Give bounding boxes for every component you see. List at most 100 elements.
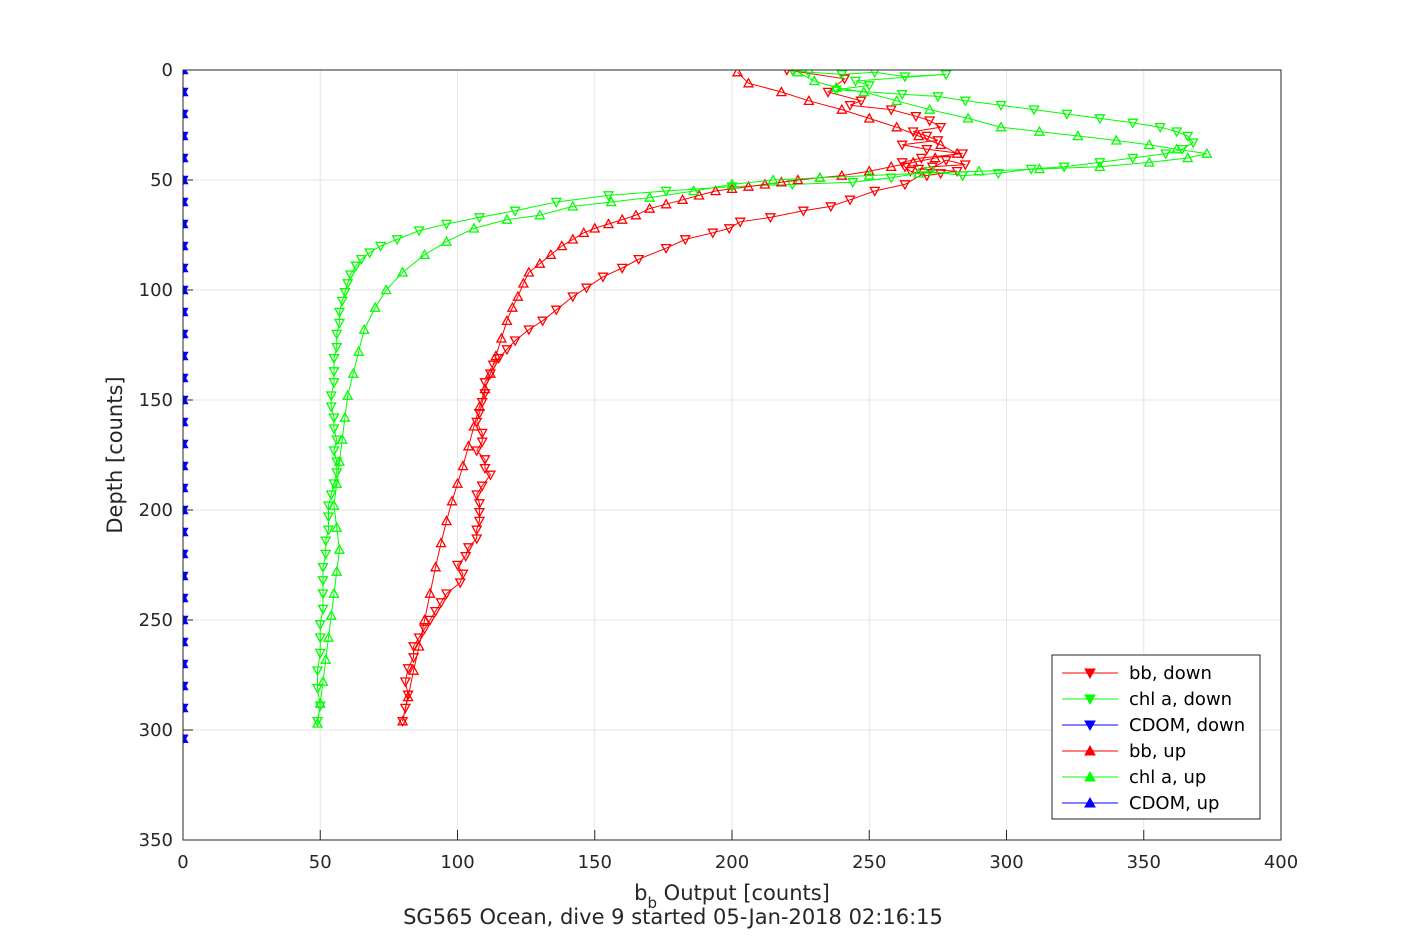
data-point — [1094, 158, 1106, 169]
data-point — [350, 261, 362, 272]
data-point — [183, 306, 189, 317]
data-point — [804, 70, 814, 79]
data-point — [891, 121, 903, 132]
data-point — [836, 70, 848, 81]
data-point — [317, 604, 329, 615]
data-point — [1182, 152, 1194, 163]
data-point — [792, 174, 804, 185]
data-point — [509, 206, 521, 217]
x-tick-label: 350 — [1127, 852, 1161, 873]
legend-marker — [1084, 694, 1096, 706]
data-point — [462, 543, 475, 554]
data-point — [451, 477, 464, 488]
data-point — [1110, 134, 1122, 145]
data-point — [495, 332, 508, 343]
data-point — [896, 140, 908, 151]
data-point — [399, 703, 411, 714]
data-point — [907, 156, 919, 167]
data-point — [183, 658, 189, 669]
data-point — [457, 569, 469, 580]
data-point — [616, 263, 628, 274]
data-point — [473, 400, 486, 411]
data-point — [924, 166, 936, 178]
series-cdom-up — [183, 70, 189, 744]
data-point — [731, 70, 744, 77]
data-point — [446, 495, 458, 506]
y-tick-label: 350 — [139, 830, 173, 851]
data-point — [396, 266, 409, 277]
data-point — [311, 717, 324, 728]
data-point — [317, 576, 329, 587]
data-point — [995, 100, 1007, 112]
data-point — [320, 536, 332, 547]
data-point — [1033, 125, 1046, 136]
data-point — [959, 96, 971, 107]
data-point — [183, 680, 189, 691]
data-point — [413, 640, 425, 651]
series-chl-a-up — [311, 70, 1213, 728]
data-point — [1187, 138, 1199, 149]
data-point — [183, 196, 189, 207]
data-point — [910, 111, 922, 123]
data-point — [320, 653, 332, 664]
data-point — [523, 266, 535, 277]
data-point — [959, 160, 971, 171]
y-tick-label: 200 — [139, 500, 173, 521]
data-point — [451, 560, 464, 571]
data-point — [317, 589, 329, 600]
data-point — [660, 198, 672, 209]
data-point — [407, 653, 420, 664]
data-point — [429, 606, 442, 618]
data-point — [940, 70, 952, 81]
x-tick-label: 0 — [177, 852, 188, 873]
data-point — [183, 130, 189, 141]
data-point — [836, 169, 848, 180]
data-point — [891, 94, 903, 106]
x-tick-label: 400 — [1264, 852, 1298, 873]
data-point — [1033, 163, 1046, 174]
data-point — [476, 437, 488, 448]
data-point — [380, 284, 392, 295]
data-point — [726, 178, 738, 189]
data-point — [328, 499, 340, 510]
data-point — [183, 732, 189, 744]
data-point — [183, 328, 189, 339]
data-point — [333, 307, 346, 318]
data-point — [314, 648, 326, 659]
y-tick-label: 250 — [139, 610, 173, 631]
data-point — [616, 213, 628, 224]
data-point — [355, 254, 368, 266]
y-tick-label: 300 — [139, 720, 173, 741]
data-point — [402, 664, 414, 675]
data-point — [885, 105, 897, 116]
data-point — [325, 402, 337, 413]
data-point — [440, 589, 453, 600]
data-point — [353, 345, 365, 356]
data-point — [183, 460, 189, 471]
data-point — [183, 548, 189, 559]
data-point — [183, 438, 189, 449]
data-point — [440, 235, 453, 246]
data-point — [509, 336, 521, 347]
data-point — [630, 209, 642, 220]
data-point — [913, 164, 925, 175]
data-point — [328, 446, 340, 457]
data-point — [863, 169, 875, 180]
legend-box — [1051, 654, 1261, 820]
data-point — [328, 424, 340, 435]
data-point — [523, 325, 535, 336]
data-point — [863, 112, 875, 123]
data-point — [578, 226, 590, 238]
data-point — [550, 305, 562, 316]
data-point — [311, 683, 324, 695]
data-point — [183, 570, 189, 581]
y-tick-label: 100 — [139, 280, 173, 301]
data-point — [830, 81, 842, 92]
data-point — [183, 152, 189, 163]
x-axis-subtitle: SG565 Ocean, dive 9 started 05-Jan-2018 … — [403, 905, 943, 929]
y-tick-label: 0 — [162, 60, 173, 81]
data-point — [183, 350, 189, 361]
data-point — [183, 636, 189, 647]
data-point — [413, 226, 425, 237]
data-point — [1094, 160, 1106, 172]
